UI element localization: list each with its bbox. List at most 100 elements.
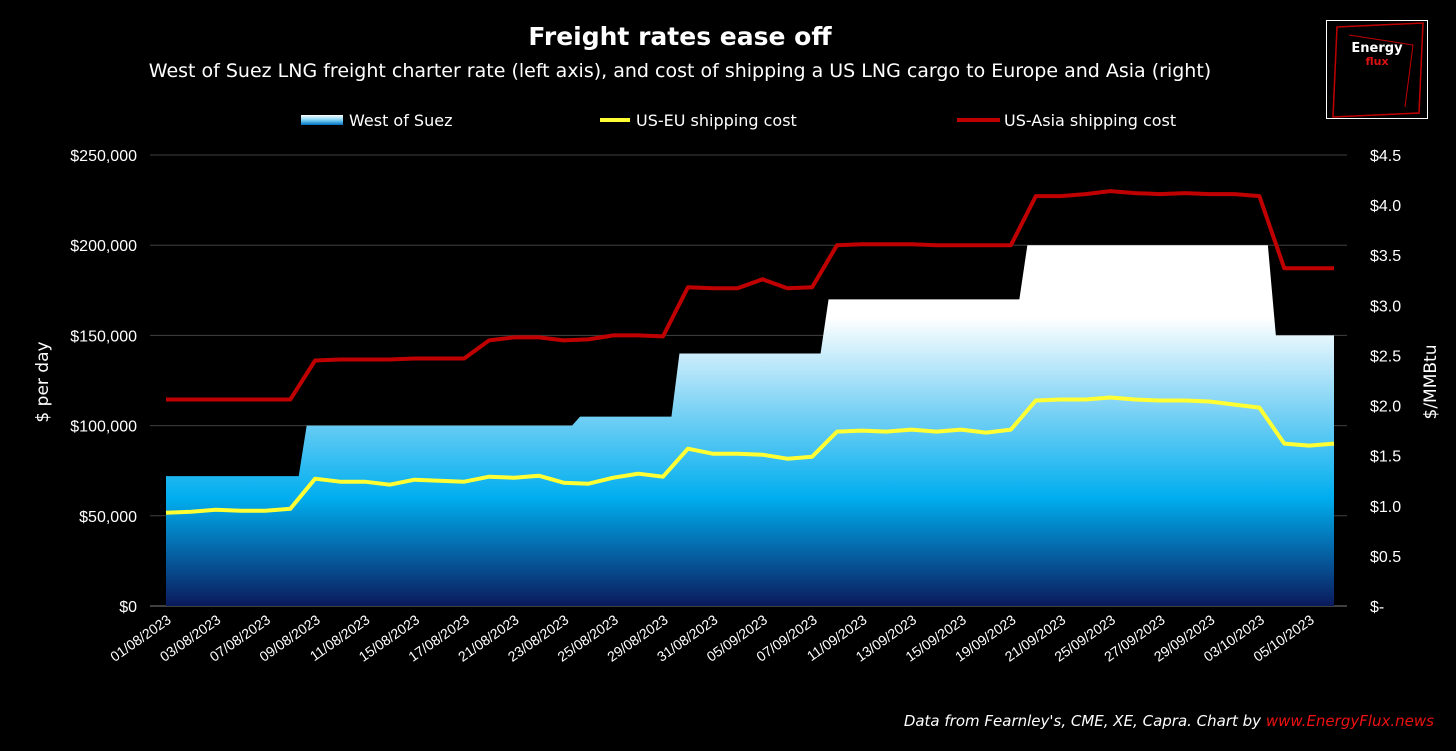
data-point-us-eu — [264, 510, 266, 512]
data-point-us-eu — [1283, 442, 1285, 444]
data-point-us-asia — [289, 398, 291, 400]
data-point-west-of-suez — [264, 475, 266, 477]
data-point-us-asia — [1333, 267, 1335, 269]
data-point-us-eu — [687, 448, 689, 450]
data-point-us-asia — [861, 243, 863, 245]
data-point-us-asia — [215, 398, 217, 400]
data-point-west-of-suez — [513, 424, 515, 426]
legend-label-us-eu: US-EU shipping cost — [636, 111, 797, 130]
data-point-west-of-suez — [985, 298, 987, 300]
data-point-us-eu — [761, 454, 763, 456]
data-point-us-asia — [910, 243, 912, 245]
data-point-west-of-suez — [886, 298, 888, 300]
data-point-west-of-suez — [413, 424, 415, 426]
data-point-us-asia — [960, 244, 962, 246]
data-point-us-asia — [364, 358, 366, 360]
data-point-us-asia — [1035, 195, 1037, 197]
data-point-west-of-suez — [836, 298, 838, 300]
data-point-us-eu — [364, 481, 366, 483]
data-point-us-asia — [811, 286, 813, 288]
data-point-west-of-suez — [612, 415, 614, 417]
data-point-us-asia — [786, 287, 788, 289]
data-point-west-of-suez — [1059, 244, 1061, 246]
source-link[interactable]: www.EnergyFlux.news — [1265, 712, 1434, 730]
data-point-west-of-suez — [339, 424, 341, 426]
data-point-west-of-suez — [1258, 244, 1260, 246]
data-point-us-eu — [811, 456, 813, 458]
data-point-us-eu — [886, 430, 888, 432]
y-right-tick-labels: $- $0.5 $1.0 $1.5 $2.0 $2.5 $3.0 $3.5 $4.0 $4.5 — [1370, 148, 1401, 616]
data-point-us-eu — [712, 453, 714, 455]
data-point-us-eu — [1258, 406, 1260, 408]
series-line-us-asia — [166, 189, 1334, 402]
data-point-us-eu — [861, 429, 863, 431]
energyflux-logo: Energy flux — [1326, 20, 1428, 119]
data-point-us-asia — [389, 358, 391, 360]
x-tick-labels: 01/08/202303/08/202307/08/202309/08/2023… — [107, 611, 1317, 664]
y-right-tick-label: $2.0 — [1370, 399, 1401, 416]
data-point-us-asia — [1184, 192, 1186, 194]
data-point-us-asia — [1134, 192, 1136, 194]
data-point-us-eu — [438, 480, 440, 482]
data-point-us-asia — [190, 398, 192, 400]
data-point-west-of-suez — [1308, 334, 1310, 336]
data-point-us-eu — [1035, 399, 1037, 401]
data-point-us-eu — [190, 511, 192, 513]
data-point-west-of-suez — [190, 475, 192, 477]
data-point-west-of-suez — [736, 352, 738, 354]
data-point-us-eu — [1333, 442, 1335, 444]
data-point-us-eu — [1184, 399, 1186, 401]
data-point-us-asia — [513, 336, 515, 338]
data-point-us-asia — [637, 334, 639, 336]
data-point-us-asia — [413, 357, 415, 359]
logo-line1: Energy — [1351, 41, 1403, 56]
data-point-west-of-suez — [1035, 244, 1037, 246]
data-point-west-of-suez — [289, 475, 291, 477]
data-point-us-asia — [1010, 244, 1012, 246]
source-text: Data from Fearnley's, CME, XE, Capra. Ch… — [903, 712, 1266, 730]
y-right-tick-label: $3.0 — [1370, 298, 1401, 315]
source-note: Data from Fearnley's, CME, XE, Capra. Ch… — [904, 712, 1434, 730]
data-point-us-asia — [438, 357, 440, 359]
data-point-us-eu — [165, 512, 167, 514]
data-point-us-asia — [612, 334, 614, 336]
data-point-us-asia — [662, 335, 664, 337]
data-point-west-of-suez — [910, 298, 912, 300]
data-point-us-asia — [1109, 190, 1111, 192]
data-point-west-of-suez — [215, 475, 217, 477]
data-point-west-of-suez — [1333, 334, 1335, 336]
data-point-us-eu — [314, 478, 316, 480]
data-point-us-eu — [215, 509, 217, 511]
y-right-tick-label: $3.5 — [1370, 248, 1401, 265]
data-point-us-asia — [1209, 193, 1211, 195]
data-point-us-asia — [463, 357, 465, 359]
data-point-us-asia — [836, 244, 838, 246]
data-point-west-of-suez — [935, 298, 937, 300]
y-right-tick-label: $1.0 — [1370, 499, 1401, 516]
data-point-us-asia — [1084, 193, 1086, 195]
data-point-west-of-suez — [587, 415, 589, 417]
data-point-us-eu — [935, 430, 937, 432]
data-point-us-asia — [488, 339, 490, 341]
data-point-us-asia — [314, 359, 316, 361]
data-point-us-asia — [165, 398, 167, 400]
data-point-us-asia — [736, 287, 738, 289]
data-point-west-of-suez — [861, 298, 863, 300]
data-point-west-of-suez — [488, 424, 490, 426]
y-right-tick-label: $4.0 — [1370, 198, 1401, 215]
data-point-us-eu — [1209, 400, 1211, 402]
y-right-tick-label: $4.5 — [1370, 148, 1401, 165]
data-point-west-of-suez — [1134, 244, 1136, 246]
series-line-us-eu — [165, 395, 1335, 515]
data-point-us-eu — [1010, 428, 1012, 430]
data-point-us-eu — [239, 510, 241, 512]
logo-frame — [1332, 22, 1424, 118]
data-point-us-eu — [413, 479, 415, 481]
data-point-west-of-suez — [1184, 244, 1186, 246]
data-point-west-of-suez — [1109, 244, 1111, 246]
data-point-west-of-suez — [239, 475, 241, 477]
data-point-us-eu — [1059, 398, 1061, 400]
legend: West of Suez US-EU shipping cost US-Asia… — [301, 111, 1176, 130]
data-point-west-of-suez — [438, 424, 440, 426]
